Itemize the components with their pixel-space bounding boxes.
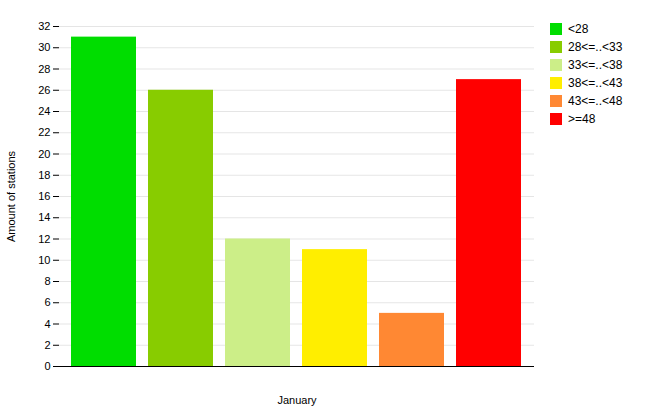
svg-text:24: 24	[38, 105, 50, 117]
svg-text:6: 6	[44, 296, 50, 308]
svg-text:8: 8	[44, 275, 50, 287]
html-text:<28: <28	[568, 22, 589, 36]
svg-text:14: 14	[38, 211, 50, 223]
svg-text:20: 20	[38, 148, 50, 160]
html-text:>=48: >=48	[568, 112, 596, 126]
html-text:43<=..<48: 43<=..<48	[568, 94, 623, 108]
html-text:38<=..<43: 38<=..<43	[568, 76, 623, 90]
svg-text:0: 0	[44, 360, 50, 372]
svg-text:4: 4	[44, 318, 50, 330]
html-text:33<=..<38: 33<=..<38	[568, 58, 623, 72]
svg-text:16: 16	[38, 190, 50, 202]
svg-text:12: 12	[38, 233, 50, 245]
svg-text:January: January	[277, 394, 317, 406]
svg-text:30: 30	[38, 41, 50, 53]
svg-text:18: 18	[38, 169, 50, 181]
svg-text:2: 2	[44, 339, 50, 351]
svg-text:22: 22	[38, 126, 50, 138]
html-text:28<=..<33: 28<=..<33	[568, 40, 623, 54]
svg-text:10: 10	[38, 254, 50, 266]
svg-text:28: 28	[38, 63, 50, 75]
svg-text:26: 26	[38, 84, 50, 96]
svg-text:32: 32	[38, 20, 50, 32]
svg-text:Amount of stations: Amount of stations	[5, 150, 17, 242]
